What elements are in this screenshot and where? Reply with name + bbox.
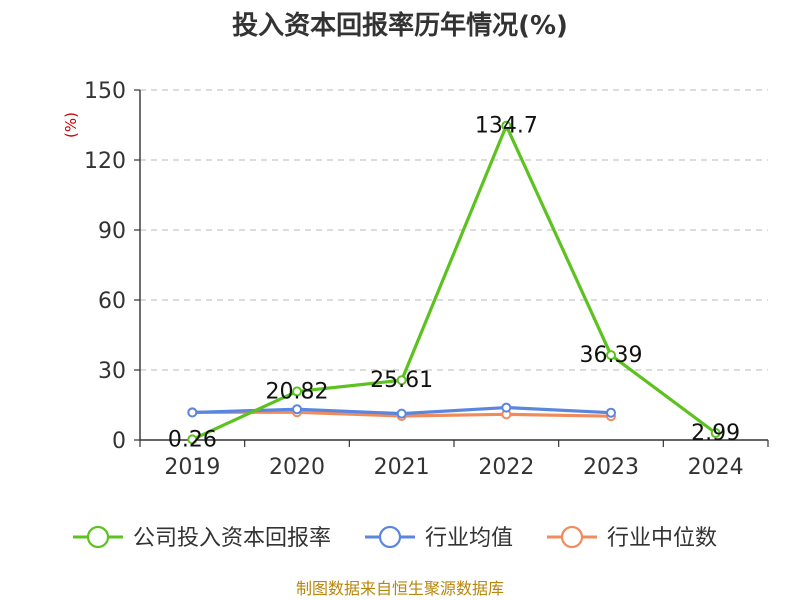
x-tick-label: 2019	[164, 455, 220, 480]
data-point	[501, 120, 512, 131]
legend-swatch-marker	[560, 525, 584, 549]
legend-swatch-marker	[378, 525, 402, 549]
legend-label: 行业中位数	[607, 526, 717, 551]
data-label: 25.61	[370, 368, 433, 393]
data-label: 20.82	[266, 379, 329, 404]
series-line	[191, 124, 717, 441]
y-tick-label: 150	[84, 79, 126, 104]
data-point	[396, 408, 407, 419]
x-tick-label: 2021	[374, 455, 430, 480]
y-tick-label: 120	[84, 149, 126, 174]
legend-label: 行业均值	[425, 526, 513, 551]
chart-title: 投入资本回报率历年情况(%)	[232, 10, 568, 41]
legend-label: 公司投入资本回报率	[133, 526, 331, 551]
data-labels: 0.26 20.82 25.61 134.7 36.39 2.99	[168, 114, 740, 453]
data-point	[606, 407, 616, 418]
y-tick-label: 60	[98, 289, 126, 314]
legend[interactable]: 公司投入资本回报率 行业均值 行业中位数	[73, 525, 717, 551]
legend-swatch-marker	[86, 525, 110, 549]
y-tick-label: 30	[98, 359, 126, 384]
source-note: 制图数据来自恒生聚源数据库	[296, 579, 504, 598]
data-point	[501, 402, 512, 413]
data-label: 0.26	[168, 427, 217, 452]
x-tick-label: 2020	[269, 455, 325, 480]
data-label: 134.7	[475, 114, 538, 139]
data-point	[396, 375, 407, 386]
data-point	[606, 350, 616, 361]
x-tick-label: 2023	[583, 455, 639, 480]
y-tick-label: 90	[98, 219, 126, 244]
gridlines	[140, 89, 768, 371]
data-label: 2.99	[691, 421, 740, 446]
x-tick-label: 2022	[478, 455, 534, 480]
data-point	[187, 434, 198, 445]
y-axis-unit: (%)	[62, 112, 80, 138]
data-point	[710, 428, 721, 439]
legend-item[interactable]: 公司投入资本回报率	[73, 525, 331, 551]
legend-item[interactable]: 行业均值	[365, 525, 513, 551]
axes: 0 30 60 90 120 150 2019 2020 2021 2022 2023 2024	[84, 79, 769, 480]
y-tick-label: 0	[112, 429, 126, 454]
data-point	[292, 404, 302, 415]
x-tick-label: 2024	[688, 455, 744, 480]
series-lines	[187, 120, 721, 445]
legend-item[interactable]: 行业中位数	[547, 525, 717, 551]
data-point	[187, 407, 198, 418]
data-label: 36.39	[580, 343, 643, 368]
data-point	[292, 386, 302, 397]
